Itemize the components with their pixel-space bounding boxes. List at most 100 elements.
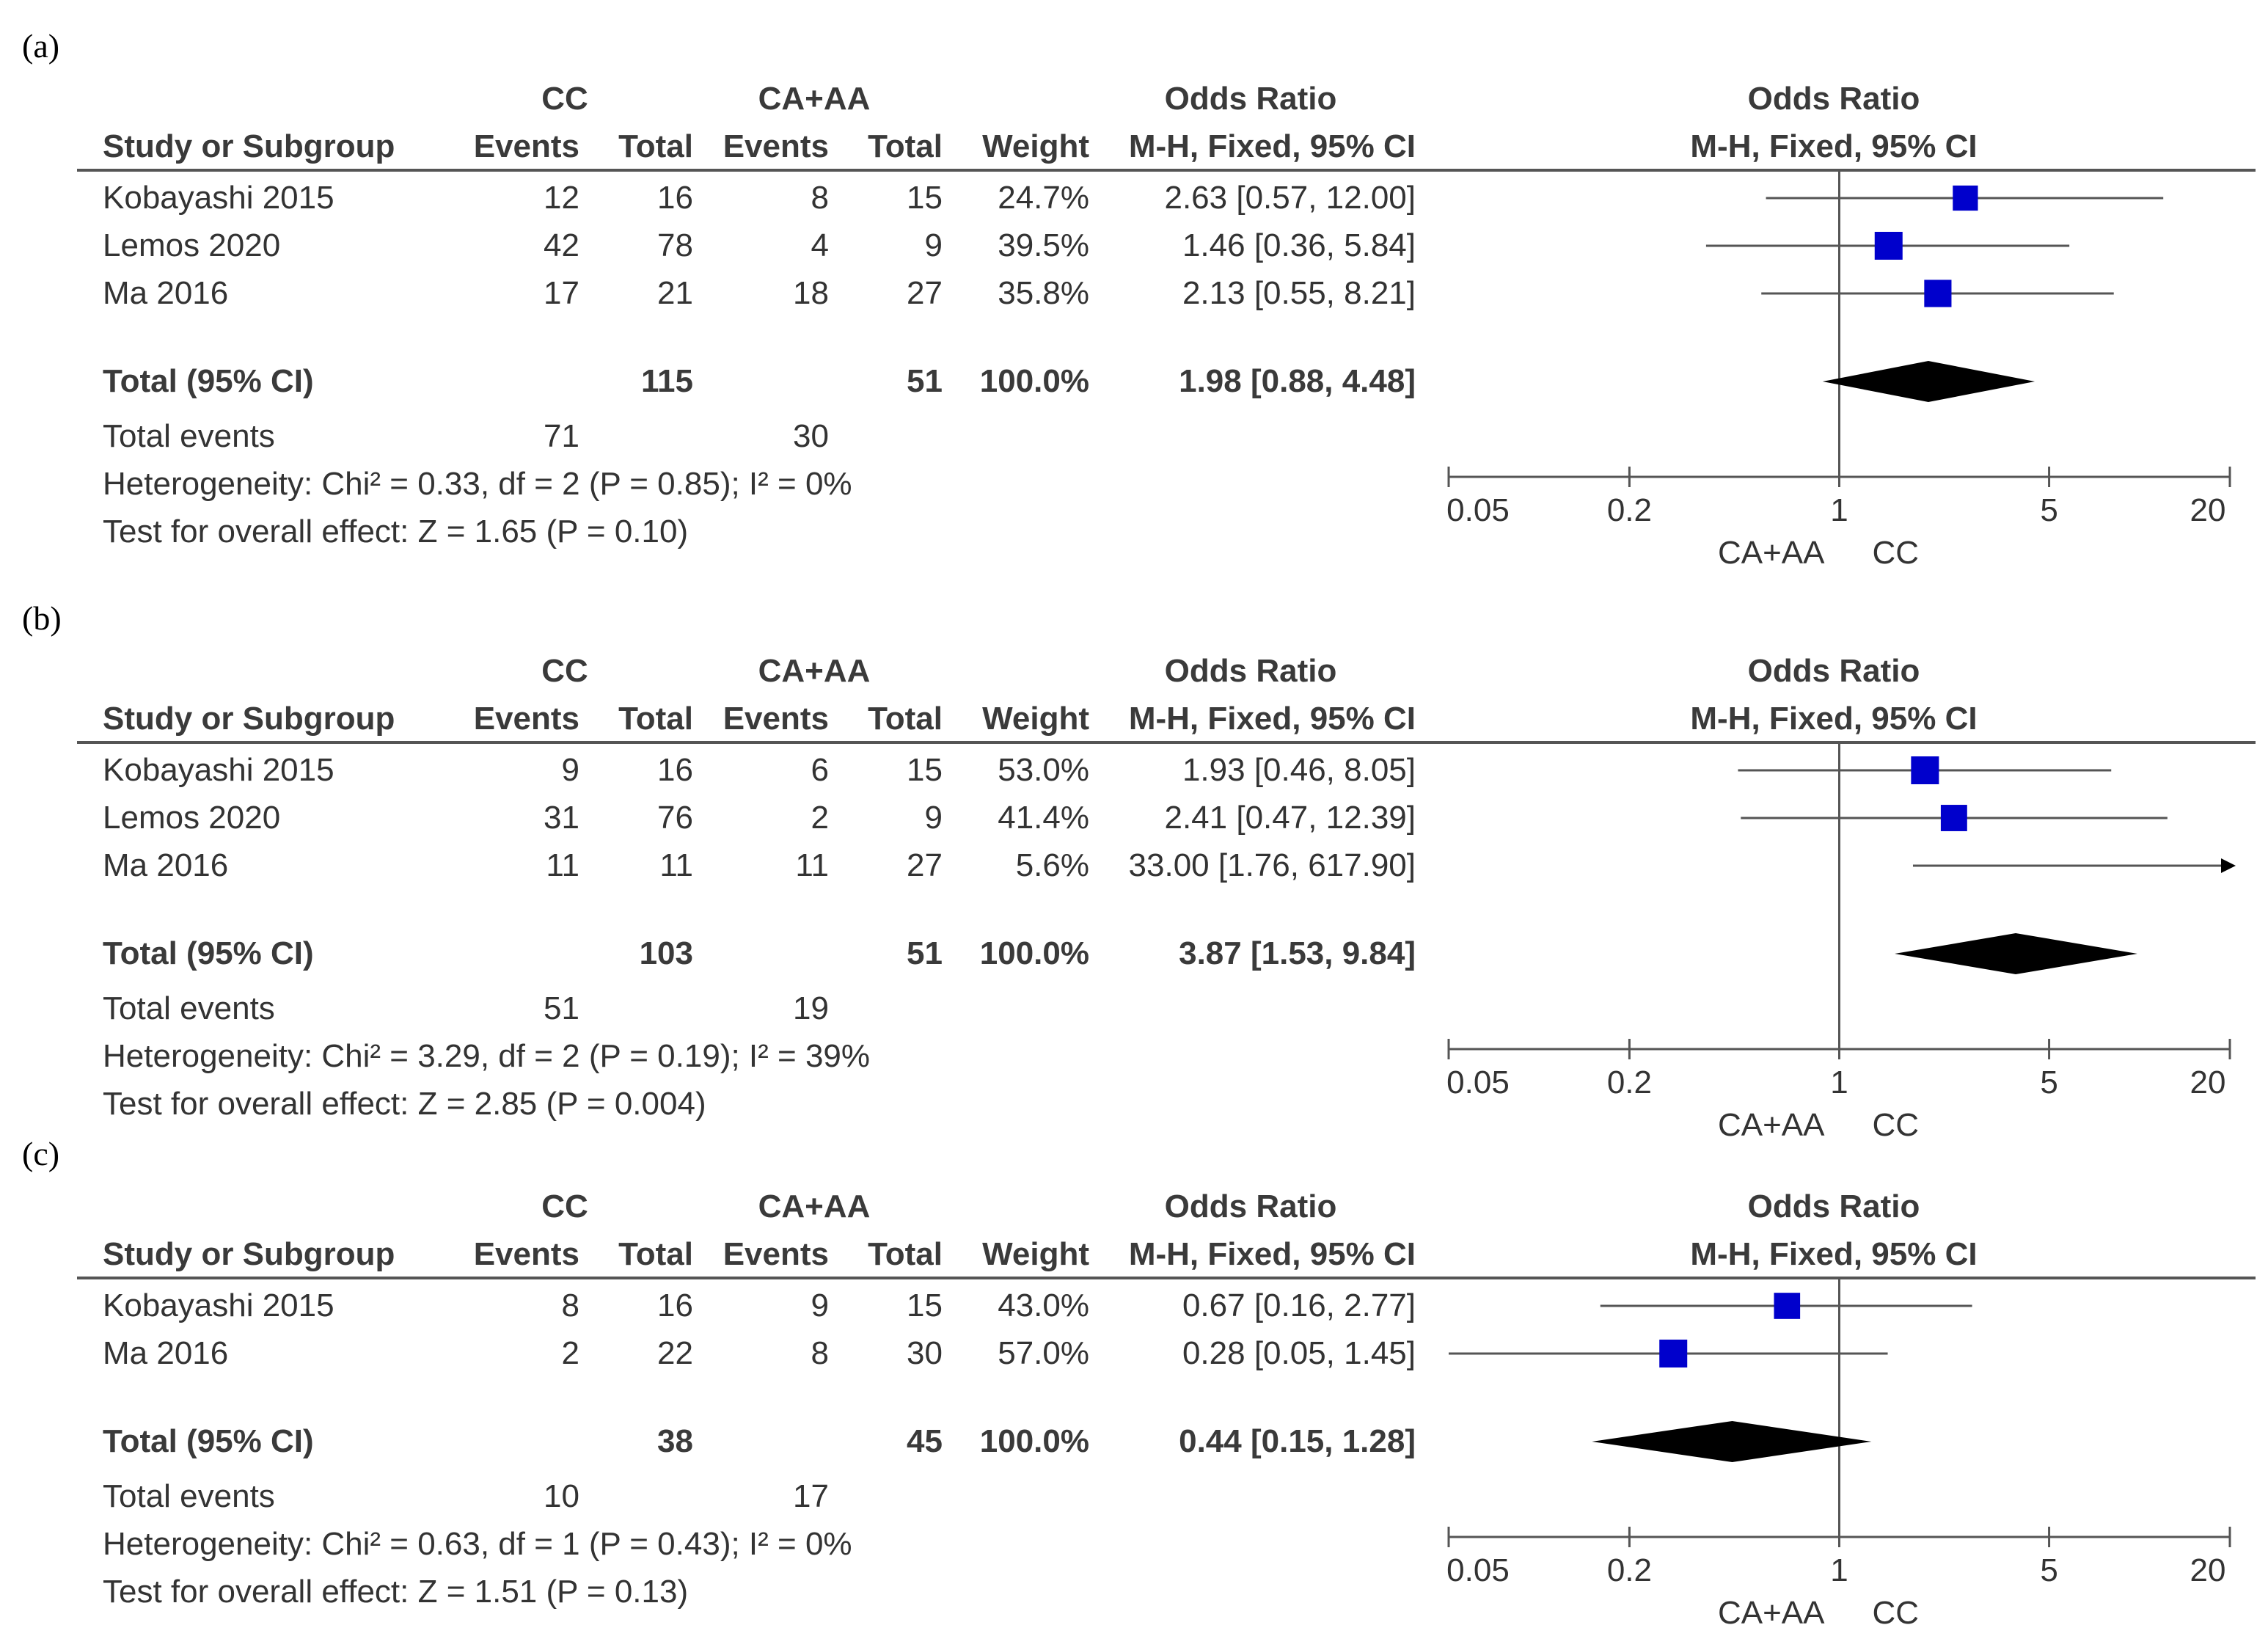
study-name: Ma 2016 bbox=[103, 275, 229, 311]
total2-header: Total bbox=[868, 128, 943, 164]
weight-value: 39.5% bbox=[998, 227, 1089, 263]
favours-left-label: CA+AA bbox=[1717, 1595, 1825, 1631]
ci-value: 2.63 [0.57, 12.00] bbox=[1164, 180, 1416, 216]
tick-label: 1 bbox=[1830, 492, 1848, 528]
panel-a: (a) CC CA+AA Odds Ratio Odds Ratio Study or S… bbox=[0, 15, 2268, 569]
study-marker bbox=[1911, 756, 1939, 784]
total-weight: 100.0% bbox=[979, 1423, 1089, 1459]
group2-header: CA+AA bbox=[758, 1188, 871, 1224]
total-ci: 3.87 [1.53, 9.84] bbox=[1179, 935, 1416, 971]
events1-value: 31 bbox=[544, 800, 579, 836]
weight-value: 53.0% bbox=[998, 752, 1089, 788]
ci-arrow bbox=[2221, 858, 2236, 873]
events1-value: 2 bbox=[561, 1335, 579, 1371]
favours-right-label: CC bbox=[1872, 535, 1920, 571]
events1-value: 42 bbox=[544, 227, 579, 263]
pooled-diamond bbox=[1895, 933, 2137, 974]
ci-value: 2.13 [0.55, 8.21] bbox=[1182, 275, 1416, 311]
study-marker bbox=[1940, 805, 1967, 831]
tick-label: 5 bbox=[2040, 1552, 2058, 1588]
pooled-diamond bbox=[1822, 361, 2035, 402]
events1-value: 12 bbox=[544, 180, 579, 216]
overall-effect-text: Test for overall effect: Z = 1.65 (P = 0… bbox=[103, 514, 689, 549]
total-ci: 0.44 [0.15, 1.28] bbox=[1179, 1423, 1416, 1459]
total2-value: 15 bbox=[907, 752, 943, 788]
study-name: Kobayashi 2015 bbox=[103, 180, 334, 216]
study-marker bbox=[1774, 1293, 1801, 1319]
weight-value: 41.4% bbox=[998, 800, 1089, 836]
panel-b: (b) CC CA+AA Odds Ratio Odds Ratio Study or S… bbox=[0, 587, 2268, 1142]
group1-header: CC bbox=[541, 653, 588, 689]
events1-header: Events bbox=[473, 701, 579, 737]
total1-value: 22 bbox=[657, 1335, 693, 1371]
total-weight: 100.0% bbox=[979, 935, 1089, 971]
forest-plot bbox=[1447, 1279, 2231, 1547]
tick-label: 0.2 bbox=[1606, 492, 1652, 528]
weight-value: 5.6% bbox=[1015, 847, 1089, 883]
total-ci: 1.98 [0.88, 4.48] bbox=[1179, 363, 1416, 399]
events2-value: 18 bbox=[793, 275, 829, 311]
study-column-header: Study or Subgroup bbox=[103, 1236, 395, 1272]
total-events1: 51 bbox=[544, 990, 579, 1026]
tick-label: 20 bbox=[2190, 1552, 2226, 1588]
group2-header: CA+AA bbox=[758, 653, 871, 689]
total-label: Total (95% CI) bbox=[103, 363, 314, 399]
study-column-header: Study or Subgroup bbox=[103, 128, 395, 164]
total1-value: 78 bbox=[657, 227, 693, 263]
total2-value: 27 bbox=[907, 847, 943, 883]
method-header: M-H, Fixed, 95% CI bbox=[1128, 128, 1416, 164]
study-marker bbox=[1659, 1340, 1688, 1367]
header-rule bbox=[77, 741, 2256, 744]
events1-value: 9 bbox=[561, 752, 579, 788]
plot-method-header: M-H, Fixed, 95% CI bbox=[1690, 701, 1978, 737]
tick-label: 20 bbox=[2190, 1065, 2226, 1100]
total1-value: 76 bbox=[657, 800, 693, 836]
tick-label: 0.05 bbox=[1446, 492, 1510, 528]
events1-value: 8 bbox=[561, 1288, 579, 1323]
events1-header: Events bbox=[473, 128, 579, 164]
weight-header: Weight bbox=[982, 1236, 1089, 1272]
total-label: Total (95% CI) bbox=[103, 935, 314, 971]
panel-c: (c) CC CA+AA Odds Ratio Odds Ratio Study or S… bbox=[0, 1122, 2268, 1636]
events2-header: Events bbox=[723, 128, 829, 164]
header-rule bbox=[77, 1277, 2256, 1279]
ci-value: 1.93 [0.46, 8.05] bbox=[1182, 752, 1416, 788]
events2-value: 8 bbox=[811, 180, 829, 216]
study-name: Kobayashi 2015 bbox=[103, 1288, 334, 1323]
study-name: Lemos 2020 bbox=[103, 800, 281, 836]
total1-value: 11 bbox=[659, 847, 693, 883]
total1-value: 16 bbox=[657, 1288, 693, 1323]
method-header: M-H, Fixed, 95% CI bbox=[1128, 701, 1416, 737]
total1-sum: 115 bbox=[641, 363, 693, 399]
study-marker bbox=[1924, 280, 1952, 307]
total2-value: 27 bbox=[907, 275, 943, 311]
total2-value: 9 bbox=[924, 227, 943, 263]
total-events1: 10 bbox=[544, 1478, 579, 1514]
study-marker bbox=[1953, 185, 1978, 211]
events2-header: Events bbox=[723, 701, 829, 737]
total-events-label: Total events bbox=[103, 418, 275, 454]
total1-header: Total bbox=[618, 1236, 693, 1272]
odds-ratio-header: Odds Ratio bbox=[1164, 1188, 1337, 1224]
total2-value: 15 bbox=[907, 180, 943, 216]
total1-sum: 103 bbox=[639, 935, 693, 971]
total-events1: 71 bbox=[544, 418, 579, 454]
panel-label: (a) bbox=[22, 27, 60, 65]
method-header: M-H, Fixed, 95% CI bbox=[1128, 1236, 1416, 1272]
favours-right-label: CC bbox=[1872, 1595, 1920, 1631]
panel-label: (b) bbox=[22, 599, 62, 637]
total2-value: 30 bbox=[907, 1335, 943, 1371]
total2-header: Total bbox=[868, 1236, 943, 1272]
total1-value: 16 bbox=[657, 752, 693, 788]
total2-sum: 51 bbox=[907, 935, 943, 971]
study-name: Ma 2016 bbox=[103, 1335, 229, 1371]
tick-label: 0.2 bbox=[1606, 1552, 1652, 1588]
odds-ratio-header: Odds Ratio bbox=[1164, 653, 1337, 689]
header-rule bbox=[77, 169, 2256, 172]
total-events-label: Total events bbox=[103, 990, 275, 1026]
total2-header: Total bbox=[868, 701, 943, 737]
events2-value: 11 bbox=[795, 847, 829, 883]
total1-header: Total bbox=[618, 701, 693, 737]
total1-sum: 38 bbox=[657, 1423, 693, 1459]
total-events2: 30 bbox=[793, 418, 829, 454]
